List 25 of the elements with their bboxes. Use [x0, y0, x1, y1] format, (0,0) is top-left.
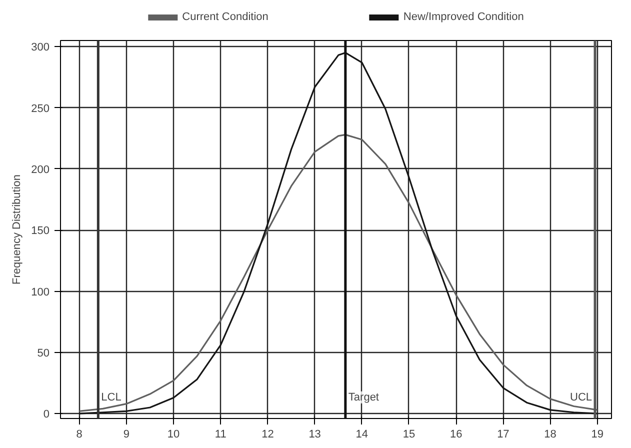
x-tick-label: 16: [450, 428, 462, 440]
y-tick-label: 150: [31, 225, 50, 238]
x-tick-label: 18: [544, 428, 556, 440]
y-tick-label: 100: [31, 286, 50, 298]
y-tick-label: 50: [37, 347, 50, 360]
x-tick-label: 15: [402, 428, 416, 440]
ref-line-label: LCL: [101, 391, 122, 404]
x-tick-label: 8: [76, 428, 82, 440]
x-tick-label: 12: [262, 428, 274, 440]
y-axis-title: Frequency Distribution: [11, 174, 24, 285]
x-tick-label: 19: [591, 428, 604, 440]
x-tick-label: 11: [214, 428, 226, 440]
x-tick-label: 14: [356, 428, 368, 440]
x-tick-label: 13: [308, 428, 321, 440]
x-tick-label: 9: [123, 428, 130, 440]
y-tick-label: 0: [43, 408, 50, 421]
x-tick-label: 10: [167, 428, 180, 440]
legend-label: Current Condition: [182, 11, 268, 23]
ref-line-label: UCL: [570, 391, 592, 404]
legend-label: New/Improved Condition: [403, 11, 524, 23]
x-tick-label: 17: [497, 428, 510, 440]
y-tick-label: 250: [31, 102, 50, 115]
ref-line-label: Target: [348, 391, 379, 404]
y-tick-label: 200: [31, 164, 50, 176]
y-tick-label: 300: [31, 42, 50, 54]
